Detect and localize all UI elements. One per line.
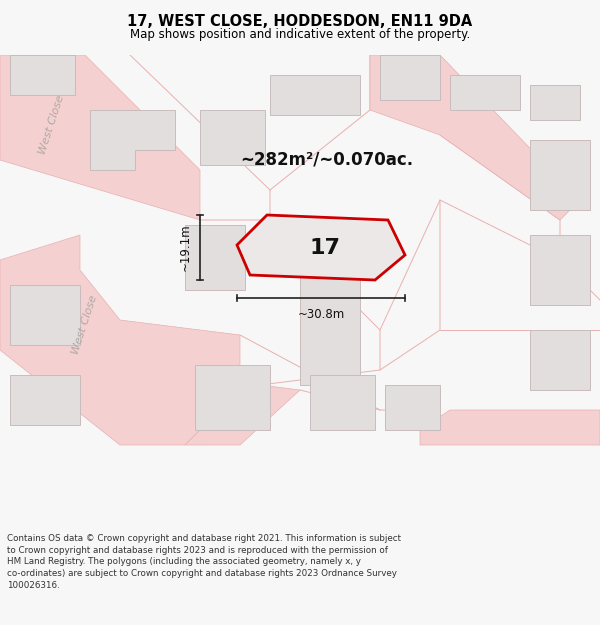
Polygon shape [90, 110, 175, 170]
Text: Contains OS data © Crown copyright and database right 2021. This information is : Contains OS data © Crown copyright and d… [7, 534, 401, 590]
Text: West Close: West Close [71, 294, 99, 356]
Polygon shape [530, 330, 590, 390]
Polygon shape [10, 55, 75, 95]
Polygon shape [530, 140, 590, 210]
Polygon shape [380, 55, 440, 100]
Text: ~282m²/~0.070ac.: ~282m²/~0.070ac. [240, 151, 413, 169]
Text: West Close: West Close [38, 94, 66, 156]
Polygon shape [10, 285, 80, 345]
Polygon shape [270, 75, 360, 115]
Polygon shape [450, 75, 520, 110]
Polygon shape [370, 55, 580, 220]
Polygon shape [200, 110, 265, 165]
Text: Map shows position and indicative extent of the property.: Map shows position and indicative extent… [130, 28, 470, 41]
Polygon shape [385, 385, 440, 430]
Polygon shape [300, 240, 360, 385]
Polygon shape [310, 375, 375, 430]
Text: 17, WEST CLOSE, HODDESDON, EN11 9DA: 17, WEST CLOSE, HODDESDON, EN11 9DA [127, 14, 473, 29]
Polygon shape [530, 235, 590, 305]
Polygon shape [10, 375, 80, 425]
Polygon shape [185, 385, 300, 445]
Polygon shape [530, 85, 580, 120]
Polygon shape [195, 365, 270, 430]
Text: ~30.8m: ~30.8m [298, 308, 344, 321]
Polygon shape [0, 55, 200, 220]
Text: ~19.1m: ~19.1m [179, 224, 192, 271]
Polygon shape [237, 215, 405, 280]
Polygon shape [0, 235, 240, 445]
Text: 17: 17 [310, 238, 341, 258]
Polygon shape [420, 410, 600, 445]
Polygon shape [185, 225, 245, 290]
